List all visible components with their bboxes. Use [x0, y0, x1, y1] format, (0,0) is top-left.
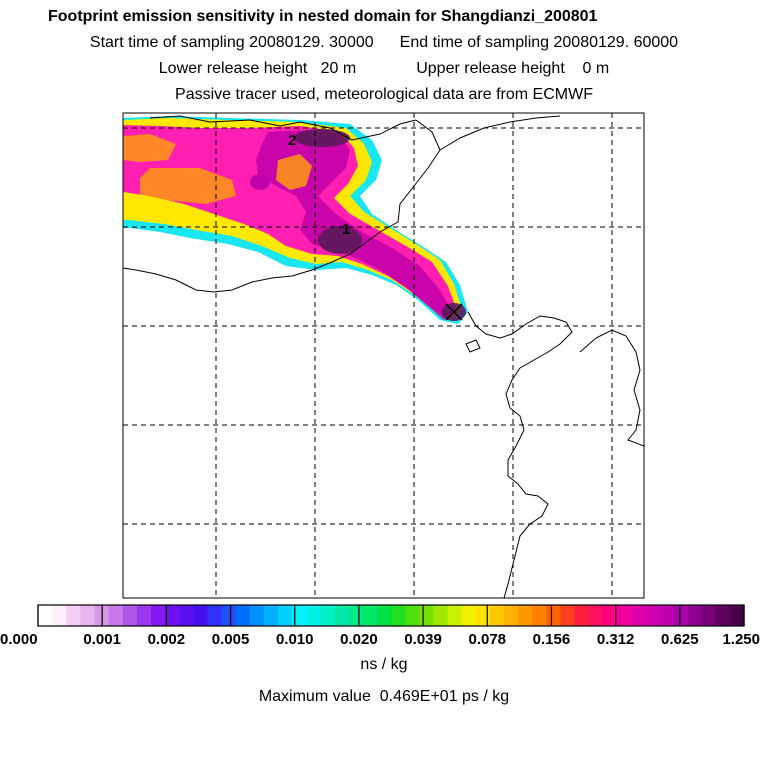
- colorbar-tick-label: 0.020: [340, 631, 378, 648]
- end-time-label: End time of sampling 20080129. 60000: [399, 34, 679, 51]
- map-frame: [122, 112, 645, 599]
- colorbar-tick-label: 0.625: [661, 631, 699, 648]
- colorbar-swatch: [193, 605, 209, 626]
- colorbar-swatch: [433, 605, 449, 626]
- colorbar-swatch: [278, 605, 293, 626]
- colorbar-tick-label: 0.312: [597, 631, 635, 648]
- colorbar-swatch: [122, 605, 138, 626]
- colorbar-tick-label: 0.078: [468, 631, 506, 648]
- colorbar-swatch: [574, 605, 590, 626]
- plume-core-3: [250, 174, 270, 190]
- maximum-value-text: Maximum value 0.469E+01 ps / kg: [258, 688, 510, 705]
- sampling-time-line: Start time of sampling 20080129. 30000 En…: [0, 34, 768, 52]
- colorbar-tick-label: 0.039: [404, 631, 442, 648]
- colorbar-swatch: [207, 605, 223, 626]
- marker-2: 2: [288, 132, 296, 149]
- colorbar-tick-label: 0.010: [276, 631, 314, 648]
- colorbar-swatch: [701, 605, 717, 626]
- colorbar-swatch: [645, 605, 660, 626]
- colorbar-swatch: [560, 605, 576, 626]
- tracer-info-line: Passive tracer used, meteorological data…: [175, 86, 593, 103]
- plume-hole-2: [140, 168, 236, 204]
- colorbar-swatch: [38, 605, 53, 626]
- colorbar-swatch: [66, 605, 81, 626]
- colorbar-frame: [37, 604, 745, 627]
- colorbar-swatch: [165, 605, 180, 626]
- colorbar-swatch: [602, 605, 618, 626]
- coastlines: [123, 115, 644, 598]
- plume-hole-3: [123, 134, 176, 162]
- coastline-korea: [579, 329, 644, 447]
- colorbar-swatch: [729, 605, 745, 626]
- colorbar-swatch: [292, 605, 307, 626]
- release-height-line: Lower release height 20 m Upper release h…: [0, 60, 768, 78]
- coastline-bay: [123, 119, 441, 293]
- colorbar-swatch: [588, 605, 604, 626]
- colorbar-swatch: [631, 605, 646, 626]
- lower-release-label: Lower release height 20 m: [158, 60, 357, 77]
- colorbar-swatch: [715, 605, 731, 626]
- plot-title: Footprint emission sensitivity in nested…: [48, 8, 598, 25]
- colorbar-tick-label: 0.001: [83, 631, 121, 648]
- colorbar-swatch: [687, 605, 703, 626]
- plume-core-1: [318, 226, 362, 254]
- border-line-north: [149, 115, 417, 141]
- colorbar-swatch: [136, 605, 152, 626]
- colorbar-swatch: [362, 605, 378, 626]
- colorbar-swatch: [320, 605, 336, 626]
- start-time-label: Start time of sampling 20080129. 30000: [89, 34, 374, 51]
- colorbar-swatch: [263, 605, 279, 626]
- colorbar-swatch: [150, 605, 166, 626]
- colorbar-swatch: [518, 605, 533, 626]
- colorbar-swatch: [659, 605, 674, 626]
- colorbar-swatch: [503, 605, 519, 626]
- colorbar-swatch: [447, 605, 463, 626]
- colorbar-tick-label: 0.002: [148, 631, 186, 648]
- colorbar-swatch: [475, 605, 491, 626]
- colorbar-swatch: [419, 605, 434, 626]
- colorbar-swatch: [616, 605, 632, 626]
- colorbar-swatch: [52, 605, 67, 626]
- colorbar-tick-label: 0.005: [212, 631, 250, 648]
- marker-1: 1: [342, 221, 350, 238]
- colorbar-swatch: [391, 605, 406, 626]
- colorbar-tick-label: 1.250: [722, 631, 760, 648]
- plume-hole-1: [276, 154, 312, 190]
- colorbar-swatch: [80, 605, 96, 626]
- colorbar-swatches: [38, 605, 745, 626]
- coastline-peninsula: [467, 311, 573, 598]
- colorbar-swatch: [221, 605, 237, 626]
- colorbar-swatch: [532, 605, 547, 626]
- colorbar-swatch: [235, 605, 251, 626]
- colorbar-swatch: [249, 605, 265, 626]
- colorbar-swatch: [405, 605, 420, 626]
- colorbar-swatch: [348, 605, 364, 626]
- plume-core-2: [294, 129, 350, 147]
- colorbar-swatch: [461, 605, 477, 626]
- grid-lines: [123, 113, 644, 598]
- colorbar-swatch: [334, 605, 350, 626]
- colorbar-unit: ns / kg: [360, 656, 408, 673]
- coastline-north-east: [439, 115, 561, 151]
- colorbar-tick-labels: 0.000 0.001 0.002 0.005 0.010 0.020 0.039 0.078…: [0, 631, 760, 648]
- colorbar-tick-label: 0.156: [533, 631, 571, 648]
- colorbar-tick-label: 0.000: [0, 631, 38, 648]
- colorbar-swatch: [489, 605, 505, 626]
- colorbar-swatch: [108, 605, 124, 626]
- island-1: [465, 339, 481, 353]
- colorbar-swatch: [376, 605, 392, 626]
- colorbar-swatch: [179, 605, 194, 626]
- colorbar-swatch: [673, 605, 689, 626]
- upper-release-label: Upper release height 0 m: [416, 60, 610, 77]
- plume-layer: [123, 116, 468, 324]
- release-location: [445, 303, 463, 321]
- colorbar-swatch: [306, 605, 321, 626]
- colorbar-swatch: [546, 605, 562, 626]
